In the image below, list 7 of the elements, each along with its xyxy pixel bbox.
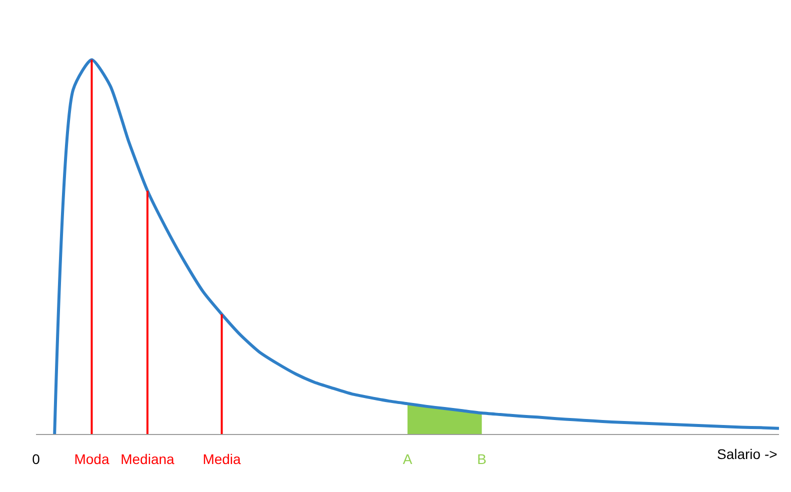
x-tick-label: B [477,450,486,467]
x-tick-label: Mediana [120,450,175,467]
x-axis-title: Salario -> [717,446,778,462]
x-tick-label: 0 [32,450,40,467]
x-tick-label: Media [202,450,242,467]
x-tick-label: A [402,450,413,467]
x-tick-label: Moda [74,450,110,467]
